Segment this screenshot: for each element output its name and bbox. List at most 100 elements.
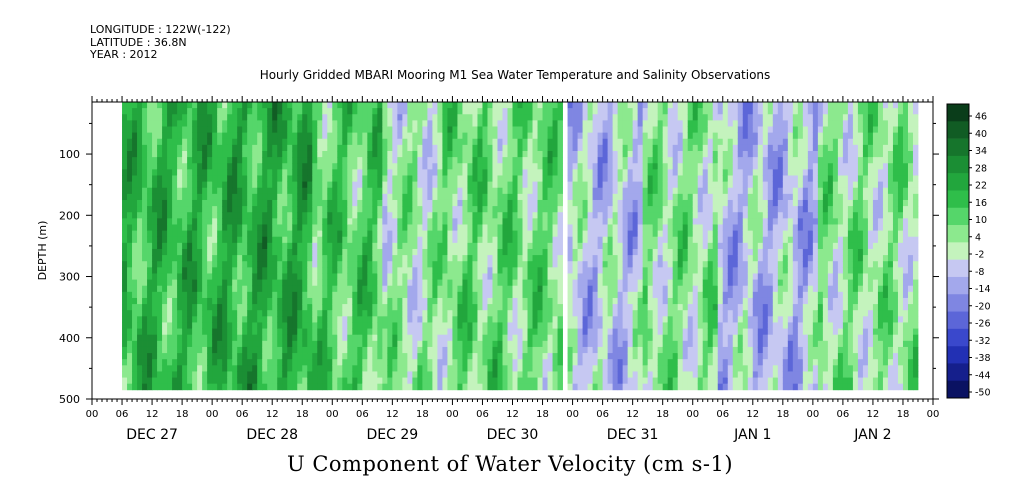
heatmap-cell — [127, 175, 133, 183]
heatmap-cell — [447, 291, 453, 299]
heatmap-cell — [342, 150, 348, 158]
heatmap-cell — [577, 212, 583, 219]
heatmap-cell — [327, 138, 333, 146]
heatmap-cell — [182, 102, 188, 109]
heatmap-cell — [302, 150, 308, 158]
heatmap-cell — [432, 285, 438, 293]
heatmap-cell — [282, 297, 288, 305]
heatmap-cell — [482, 353, 488, 360]
heatmap-cell — [547, 340, 553, 348]
heatmap-cell — [522, 310, 528, 317]
heatmap-cell — [387, 334, 393, 342]
heatmap-cell — [447, 212, 453, 219]
heatmap-cell — [487, 310, 493, 317]
heatmap-cell — [567, 175, 573, 183]
heatmap-cell — [452, 248, 458, 256]
heatmap-cell — [332, 291, 338, 299]
heatmap-cell — [627, 297, 634, 305]
heatmap-cell — [472, 285, 478, 293]
heatmap-cell — [427, 340, 433, 348]
heatmap-cell — [342, 242, 348, 250]
heatmap-cell — [237, 371, 243, 378]
heatmap-cell — [142, 255, 148, 262]
heatmap-cell — [602, 169, 609, 176]
heatmap-cell — [292, 212, 298, 219]
heatmap-cell — [522, 322, 528, 329]
heatmap-cell — [367, 187, 373, 195]
heatmap-cell — [407, 230, 413, 238]
heatmap-cell — [457, 285, 463, 293]
heatmap-cell — [122, 132, 128, 140]
heatmap-cell — [417, 310, 423, 317]
heatmap-cell — [467, 261, 473, 268]
heatmap-cell — [487, 114, 493, 121]
heatmap-cell — [542, 181, 548, 189]
heatmap-cell — [532, 132, 538, 140]
heatmap-cell — [557, 206, 563, 213]
heatmap-cell — [352, 242, 358, 250]
heatmap-cell — [232, 267, 238, 274]
heatmap-cell — [307, 297, 313, 305]
heatmap-cell — [307, 157, 313, 164]
heatmap-cell — [312, 206, 318, 213]
heatmap-cell — [517, 114, 523, 121]
heatmap-cell — [412, 212, 418, 219]
heatmap-cell — [167, 340, 173, 348]
heatmap-cell — [242, 328, 248, 336]
heatmap-cell — [357, 346, 363, 354]
heatmap-cell — [297, 242, 303, 250]
heatmap-cell — [182, 353, 188, 360]
heatmap-cell — [167, 187, 173, 195]
heatmap-cell — [482, 138, 488, 146]
heatmap-cell — [442, 212, 448, 219]
heatmap-cell — [627, 322, 634, 329]
heatmap-cell — [322, 261, 328, 268]
heatmap-cell — [202, 322, 208, 329]
heatmap-cell — [132, 328, 138, 336]
heatmap-cell — [172, 212, 178, 219]
heatmap-cell — [142, 120, 148, 127]
heatmap-cell — [482, 383, 488, 391]
heatmap-cell — [382, 267, 388, 274]
heatmap-cell — [217, 267, 223, 274]
heatmap-cell — [617, 224, 624, 231]
heatmap-cell — [152, 138, 158, 146]
heatmap-cell — [392, 187, 398, 195]
heatmap-cell — [427, 187, 433, 195]
heatmap-cell — [637, 102, 644, 109]
heatmap-cell — [147, 193, 153, 201]
heatmap-cell — [302, 144, 308, 152]
heatmap-cell — [462, 181, 468, 189]
heatmap-cell — [647, 230, 654, 238]
heatmap-cell — [552, 206, 558, 213]
heatmap-cell — [172, 120, 178, 127]
heatmap-cell — [532, 199, 538, 207]
heatmap-cell — [372, 206, 378, 213]
heatmap-cell — [497, 114, 503, 121]
heatmap-cell — [277, 108, 283, 115]
heatmap-cell — [552, 359, 558, 366]
heatmap-cell — [552, 224, 558, 231]
heatmap-cell — [297, 199, 303, 207]
heatmap-cell — [282, 224, 288, 231]
heatmap-cell — [442, 328, 448, 336]
heatmap-cell — [612, 230, 619, 238]
heatmap-cell — [172, 175, 178, 183]
heatmap-cell — [617, 230, 624, 238]
heatmap-cell — [652, 255, 659, 262]
heatmap-cell — [582, 340, 588, 348]
heatmap-cell — [532, 169, 538, 176]
heatmap-cell — [407, 218, 413, 225]
heatmap-cell — [402, 248, 408, 256]
heatmap-cell — [302, 340, 308, 348]
heatmap-cell — [187, 261, 193, 268]
heatmap-cell — [207, 310, 213, 317]
heatmap-cell — [462, 157, 468, 164]
heatmap-cell — [577, 230, 583, 238]
heatmap-cell — [542, 359, 548, 366]
heatmap-cell — [307, 377, 313, 385]
heatmap-cell — [132, 138, 138, 146]
heatmap-cell — [182, 255, 188, 262]
heatmap-cell — [472, 193, 478, 201]
heatmap-cell — [567, 181, 573, 189]
